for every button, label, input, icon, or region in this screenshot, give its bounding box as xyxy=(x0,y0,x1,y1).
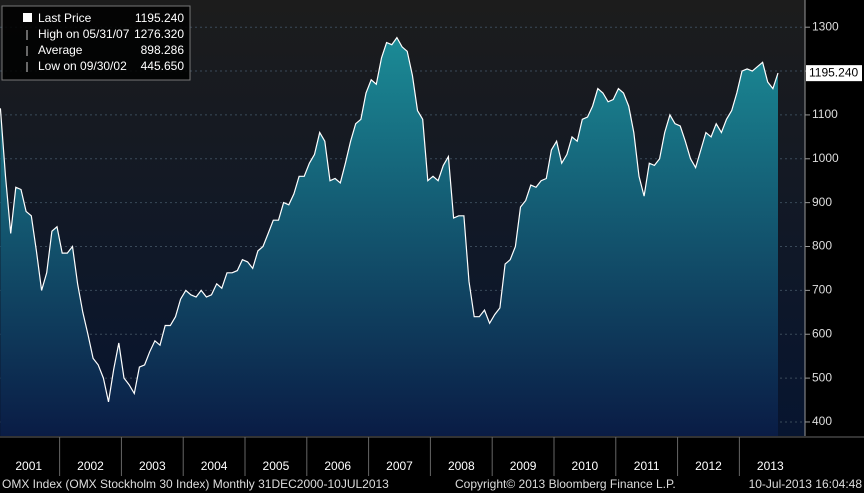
x-tick-label: 2003 xyxy=(139,459,166,473)
x-tick-label: 2006 xyxy=(324,459,351,473)
x-tick-label: 2005 xyxy=(263,459,290,473)
x-tick-label: 2009 xyxy=(510,459,537,473)
x-tick-label: 2004 xyxy=(201,459,228,473)
y-tick-label: 900 xyxy=(812,195,832,209)
legend-swatch xyxy=(23,13,32,22)
y-tick-label: 1000 xyxy=(812,151,839,165)
footer-center: Copyright© 2013 Bloomberg Finance L.P. xyxy=(455,477,676,491)
legend-value: 445.650 xyxy=(141,59,185,73)
y-tick-label: 400 xyxy=(812,414,832,428)
legend-label: High on 05/31/07 xyxy=(38,27,130,41)
footer-right: 10-Jul-2013 16:04:48 xyxy=(749,477,863,491)
y-tick-label: 700 xyxy=(812,283,832,297)
x-axis-strip xyxy=(0,436,864,476)
y-tick-label: 800 xyxy=(812,239,832,253)
line xyxy=(0,36,779,403)
legend-value: 1195.240 xyxy=(135,11,184,25)
x-tick-label: 2007 xyxy=(386,459,413,473)
footer-background xyxy=(0,476,864,493)
last-price-label: 1195.240 xyxy=(809,65,858,79)
legend-label: Last Price xyxy=(38,11,92,25)
x-tick-label: 2002 xyxy=(77,459,104,473)
y-tick-label: 1300 xyxy=(812,19,839,33)
last-price-tag xyxy=(806,65,862,82)
x-tick-label: 2011 xyxy=(634,459,660,473)
legend-box xyxy=(1,5,191,81)
legend-label: Average xyxy=(38,43,83,57)
footer-left: OMX Index (OMX Stockholm 30 Index) Month… xyxy=(2,477,389,491)
x-tick-label: 2013 xyxy=(757,459,784,473)
x-tick-label: 2012 xyxy=(695,459,722,473)
y-tick-label: 1100 xyxy=(812,107,838,121)
legend-value: 1276.320 xyxy=(134,27,184,41)
x-tick-label: 2008 xyxy=(448,459,475,473)
y-tick-label: 500 xyxy=(812,370,832,384)
y-tick-label: 600 xyxy=(812,326,832,340)
area xyxy=(0,37,778,436)
legend-label: Low on 09/30/02 xyxy=(38,59,127,73)
x-tick-label: 2001 xyxy=(15,459,42,473)
x-tick-label: 2010 xyxy=(572,459,599,473)
legend-value: 898.286 xyxy=(141,43,185,57)
